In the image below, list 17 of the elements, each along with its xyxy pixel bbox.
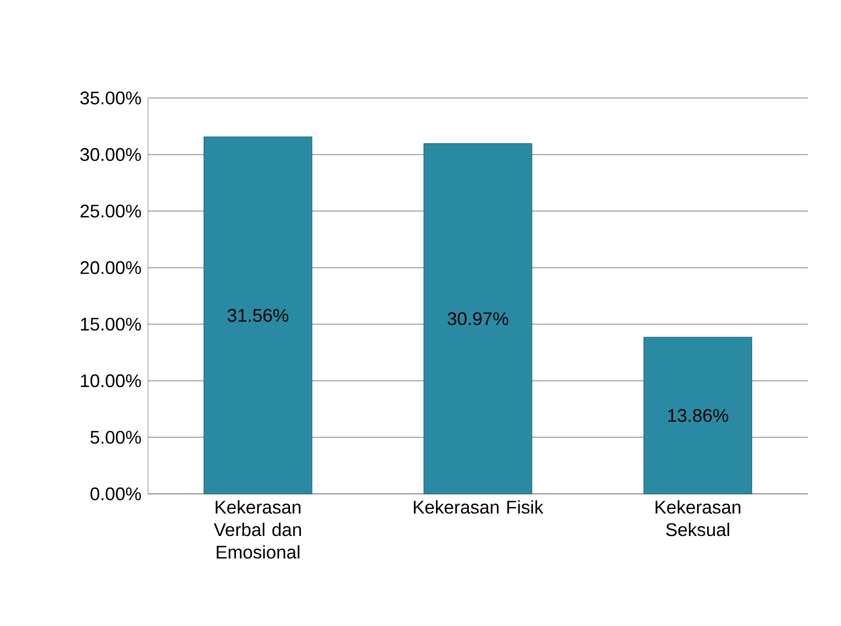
bar: [204, 136, 312, 494]
y-tick-label: 0.00%: [90, 487, 141, 500]
x-tick-label: Kekerasan Verbal dan Emosional: [214, 500, 301, 559]
bar: [644, 336, 752, 494]
data-label: 31.56%: [228, 308, 288, 322]
y-tick-label: 35.00%: [80, 92, 141, 105]
x-tick-label: Kekerasan Seksual: [656, 500, 740, 536]
y-tick-label: 30.00%: [80, 148, 141, 162]
y-tick-label: 5.00%: [90, 430, 141, 444]
y-tick-label: 20.00%: [80, 261, 141, 274]
data-label: 13.86%: [668, 409, 728, 422]
bar: [424, 143, 532, 494]
y-tick-label: 10.00%: [81, 374, 141, 388]
x-tick-label: Kekerasan Fisik: [414, 500, 544, 514]
y-tick-label: 15.00%: [81, 318, 141, 331]
data-label: 30.97%: [448, 312, 508, 326]
y-tick-label: 25.00%: [80, 204, 141, 218]
